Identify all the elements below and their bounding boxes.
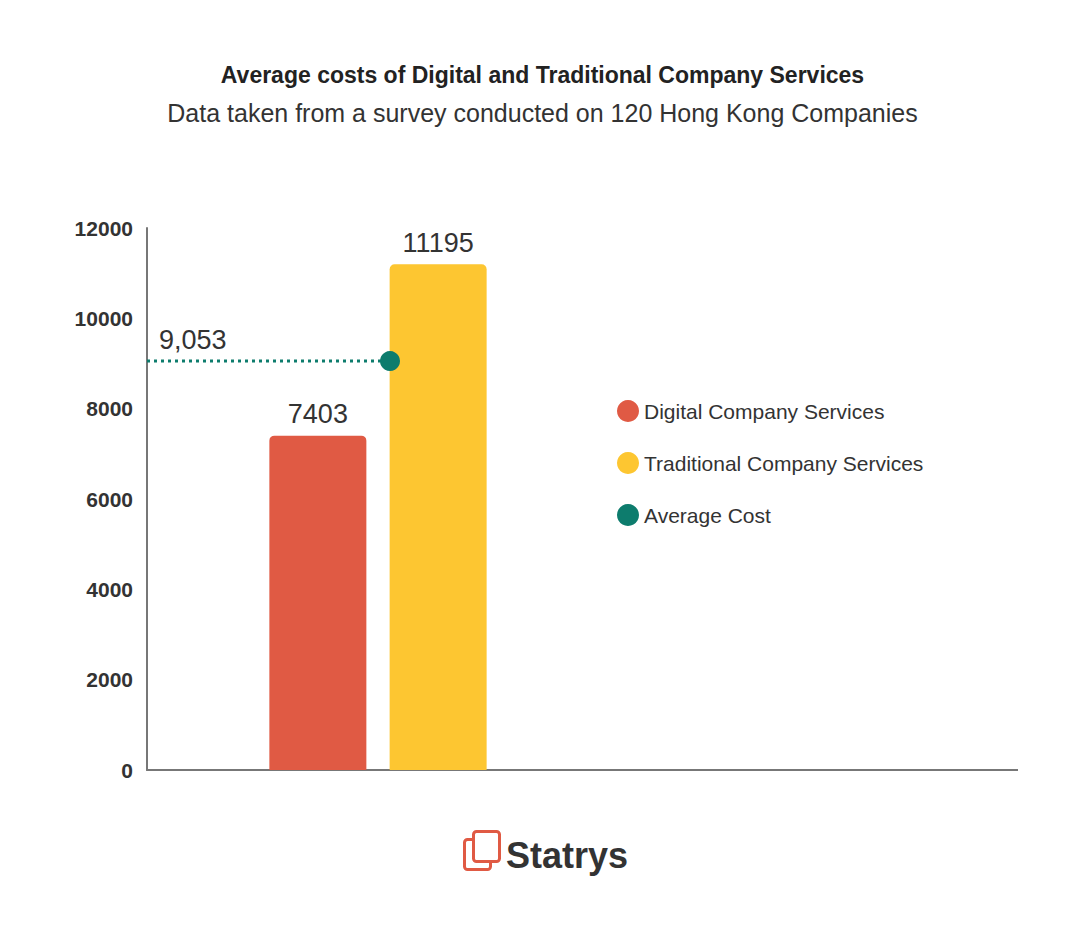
- svg-text:0: 0: [121, 759, 133, 782]
- svg-text:8000: 8000: [86, 397, 133, 420]
- svg-text:Average Cost: Average Cost: [644, 504, 771, 527]
- svg-text:Digital Company Services: Digital Company Services: [644, 400, 884, 423]
- svg-text:10000: 10000: [75, 307, 133, 330]
- svg-text:Data taken from a survey condu: Data taken from a survey conducted on 12…: [167, 99, 917, 127]
- svg-text:4000: 4000: [86, 578, 133, 601]
- svg-text:11195: 11195: [403, 228, 474, 258]
- svg-text:Statrys: Statrys: [506, 835, 628, 876]
- svg-text:Traditional Company Services: Traditional Company Services: [644, 452, 923, 475]
- svg-text:12000: 12000: [75, 217, 133, 240]
- svg-text:6000: 6000: [86, 488, 133, 511]
- svg-text:Average costs of Digital and T: Average costs of Digital and Traditional…: [221, 62, 864, 88]
- svg-text:9,053: 9,053: [159, 325, 227, 355]
- svg-text:2000: 2000: [86, 668, 133, 691]
- svg-text:7403: 7403: [288, 399, 348, 429]
